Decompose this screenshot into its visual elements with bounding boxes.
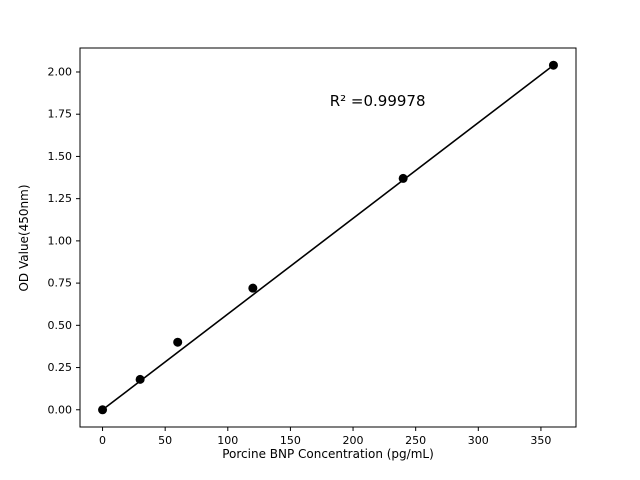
x-tick-label: 300 <box>468 434 489 447</box>
data-point <box>548 60 558 70</box>
x-tick-label: 100 <box>217 434 238 447</box>
data-point <box>135 374 145 384</box>
x-tick-label: 250 <box>405 434 426 447</box>
x-axis-label: Porcine BNP Concentration (pg/mL) <box>222 447 434 461</box>
y-tick-label: 1.50 <box>48 150 73 163</box>
y-tick-label: 2.00 <box>48 65 73 78</box>
y-tick-label: 0.25 <box>48 361 73 374</box>
data-point <box>98 405 108 415</box>
x-tick-label: 350 <box>530 434 551 447</box>
r-squared-annotation: R² =0.99978 <box>329 92 426 111</box>
x-tick-label: 200 <box>343 434 364 447</box>
y-tick-label: 0.50 <box>48 319 73 332</box>
y-tick-label: 1.00 <box>48 234 73 247</box>
y-tick-label: 0.75 <box>48 277 73 290</box>
x-tick-label: 150 <box>280 434 301 447</box>
y-tick-label: 1.25 <box>48 192 73 205</box>
x-tick-label: 0 <box>99 434 106 447</box>
axes-frame <box>79 47 577 428</box>
y-tick-label: 0.00 <box>48 403 73 416</box>
data-point <box>248 283 258 293</box>
y-tick-label: 1.75 <box>48 108 73 121</box>
x-tick-label: 50 <box>158 434 172 447</box>
data-point <box>173 337 183 347</box>
data-point <box>398 173 408 183</box>
fit-line <box>102 64 554 411</box>
y-axis-label: OD Value(450nm) <box>17 184 31 292</box>
